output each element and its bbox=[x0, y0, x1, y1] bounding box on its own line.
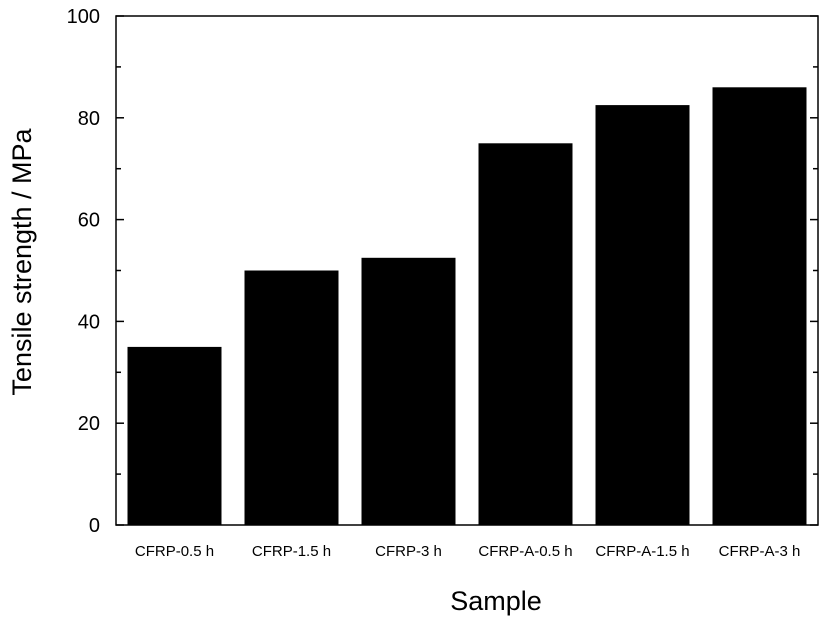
bar-3 bbox=[361, 257, 456, 525]
x-tick-label-4: CFRP-A-0.5 h bbox=[478, 543, 572, 560]
bar-1 bbox=[127, 346, 222, 525]
x-tick-label-1: CFRP-0.5 h bbox=[135, 543, 214, 560]
y-tick-label-100: 100 bbox=[67, 6, 100, 28]
bar-5 bbox=[595, 105, 690, 525]
y-tick-label-40: 40 bbox=[78, 311, 100, 333]
y-tick-label-20: 20 bbox=[78, 413, 100, 435]
bar-4 bbox=[478, 143, 573, 526]
x-axis-title: Sample bbox=[450, 586, 542, 616]
x-axis-category-labels: CFRP-0.5 h CFRP-1.5 h CFRP-3 h CFRP-A-0.5 h… bbox=[135, 543, 800, 560]
x-tick-label-2: CFRP-1.5 h bbox=[252, 543, 331, 560]
x-tick-label-6: CFRP-A-3 h bbox=[719, 543, 801, 560]
y-tick-label-60: 60 bbox=[78, 210, 100, 232]
x-tick-label-3: CFRP-3 h bbox=[375, 543, 442, 560]
y-axis-title: Tensile strength / MPa bbox=[7, 127, 37, 395]
y-axis-ticks: 0 20 40 60 80 100 bbox=[67, 6, 818, 537]
bar-6 bbox=[712, 87, 807, 526]
bars-group bbox=[127, 87, 807, 526]
bar-2 bbox=[244, 270, 339, 525]
y-tick-label-80: 80 bbox=[78, 108, 100, 130]
y-tick-label-0: 0 bbox=[89, 515, 100, 537]
x-tick-label-5: CFRP-A-1.5 h bbox=[595, 543, 689, 560]
